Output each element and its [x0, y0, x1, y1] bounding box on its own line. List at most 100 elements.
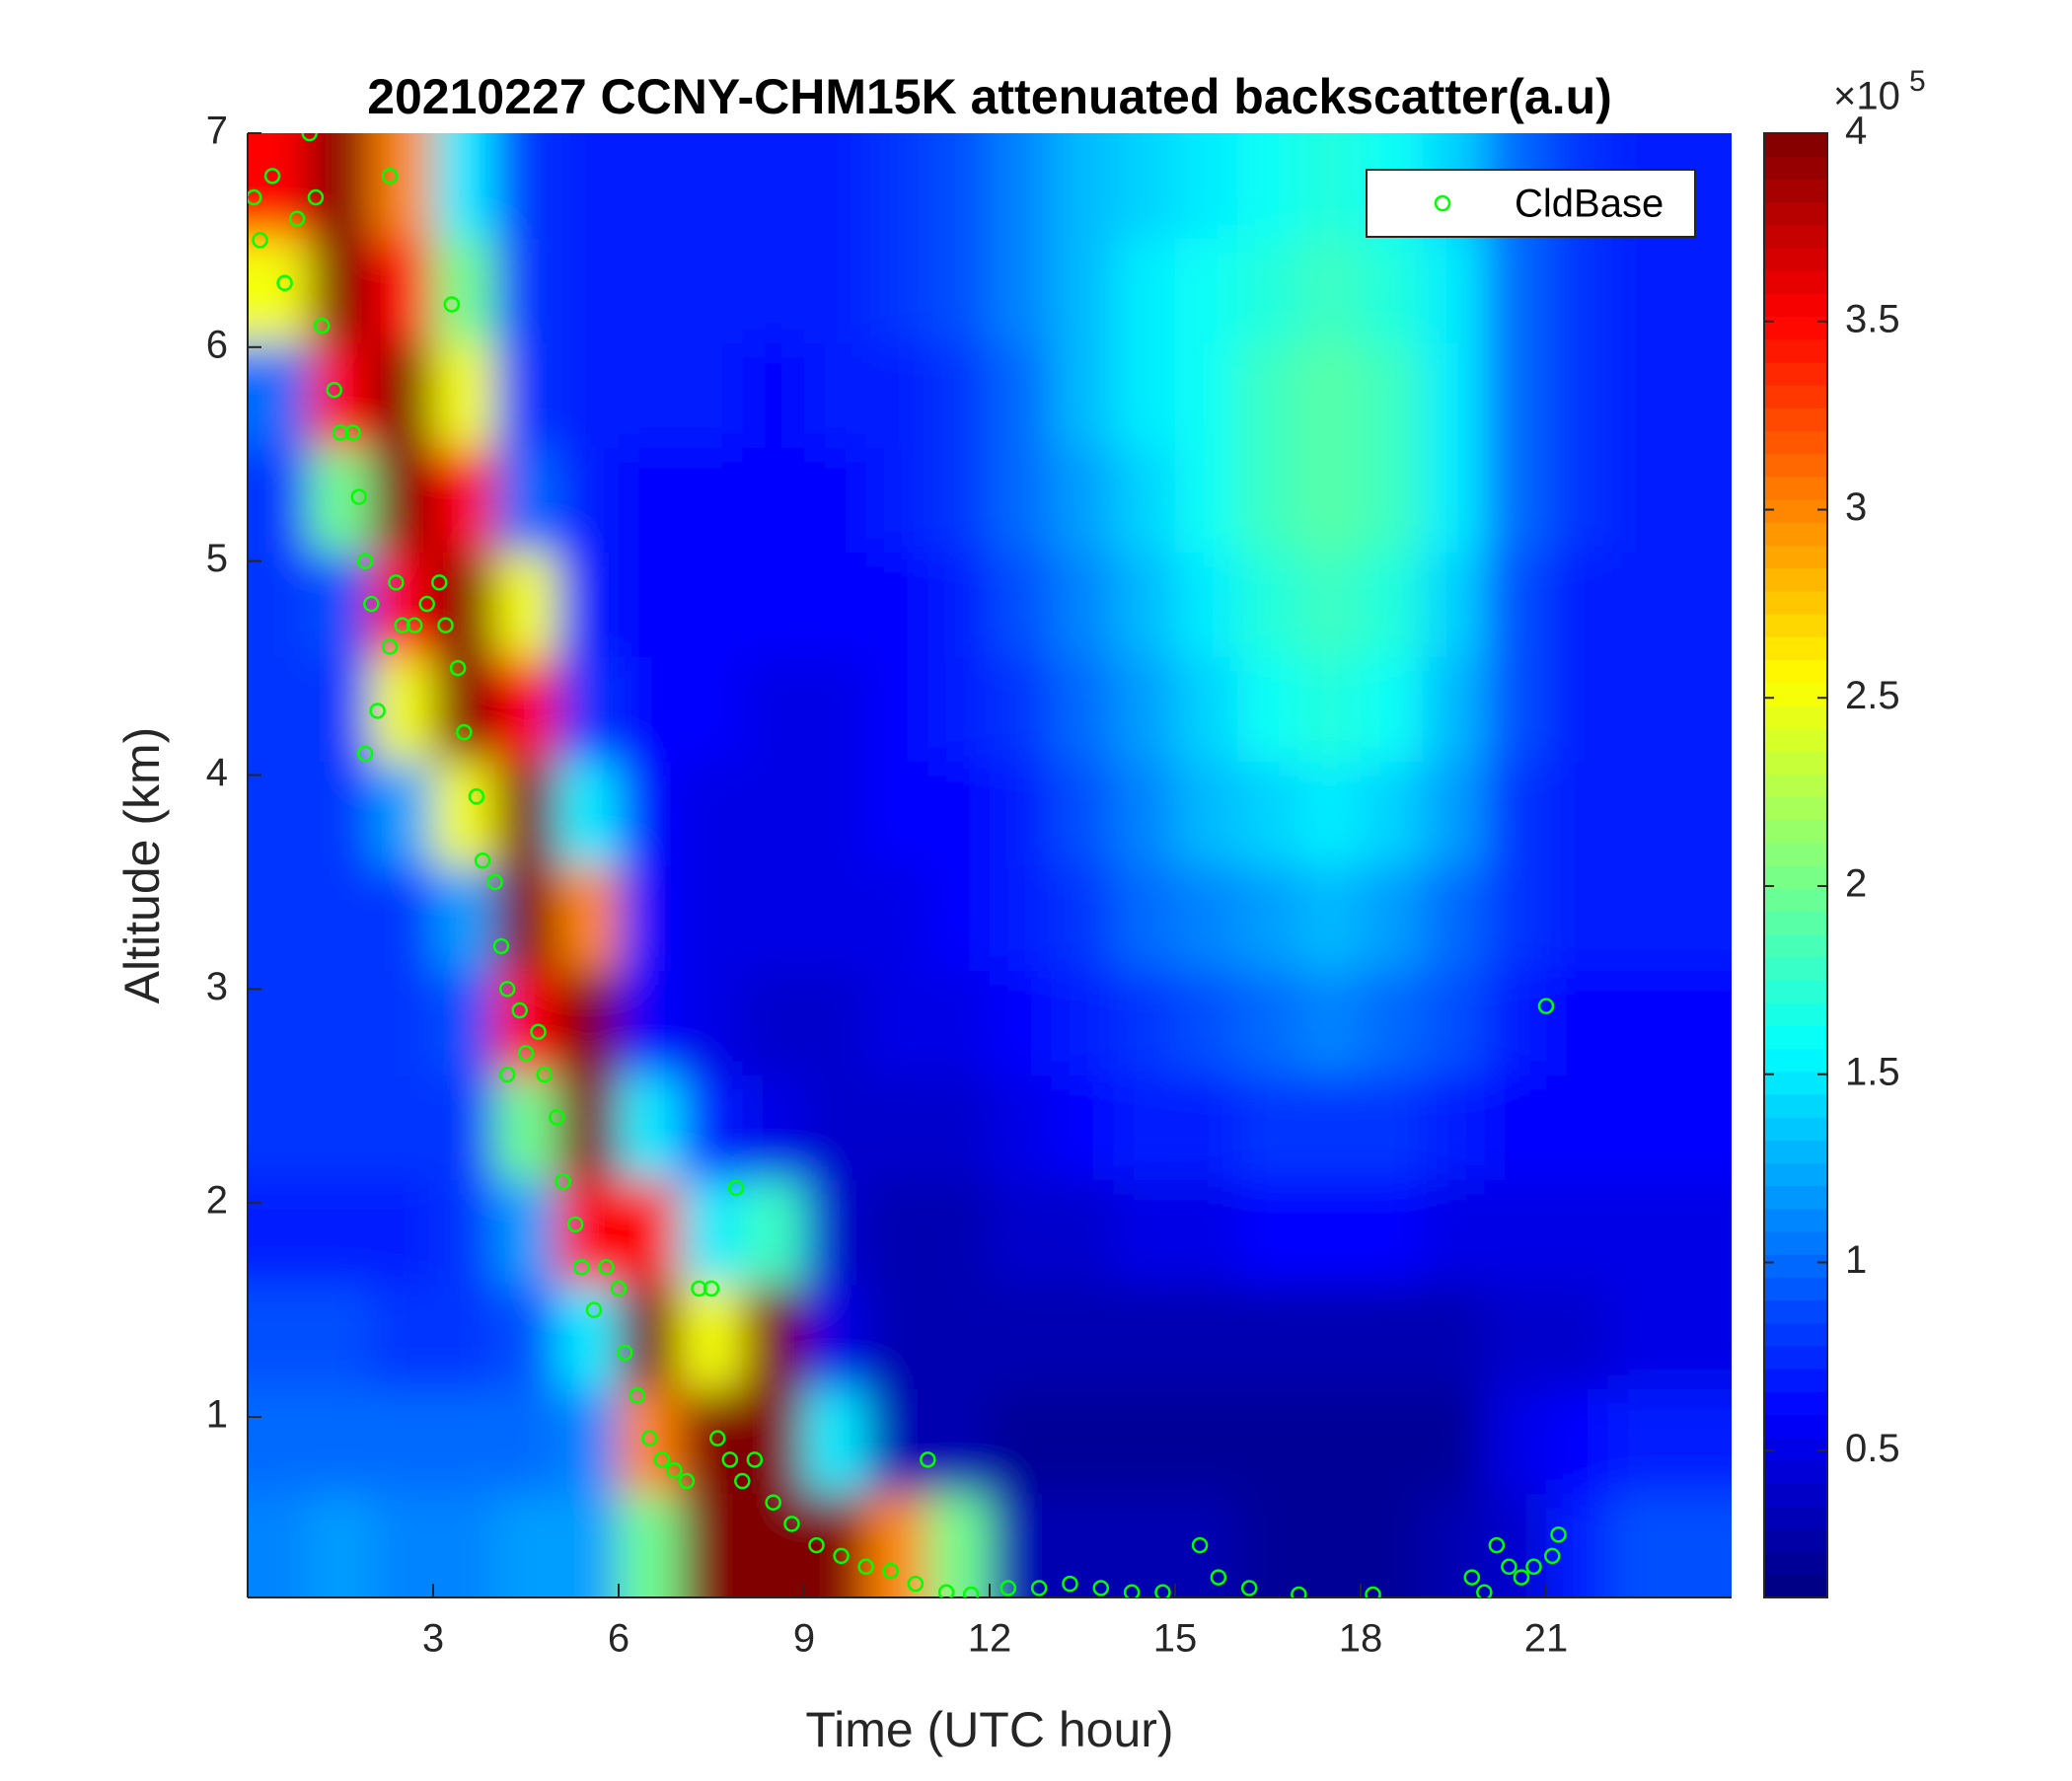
heatmap-cell: [1298, 552, 1362, 657]
heatmap-cell: [1113, 1493, 1176, 1597]
cloud-base-point: [536, 1066, 554, 1083]
heatmap-cell: [433, 133, 496, 239]
heatmap-cell: [433, 238, 496, 343]
heatmap-cell: [1361, 970, 1424, 1076]
heatmap-cell: [309, 865, 373, 971]
heatmap-cell: [248, 238, 311, 343]
heatmap-cell: [1361, 1388, 1424, 1494]
heatmap-cell: [1175, 238, 1238, 343]
heatmap-cell: [1669, 865, 1732, 971]
colorbar-step: [1764, 1391, 1827, 1416]
heatmap-cell: [309, 656, 373, 762]
colorbar-step: [1764, 911, 1827, 935]
cloud-base-point: [703, 1280, 720, 1298]
heatmap-cell: [1113, 342, 1176, 448]
y-tick-label: 4: [206, 751, 228, 794]
x-tick-label: 9: [793, 1617, 815, 1661]
cloud-base-point: [356, 745, 374, 763]
heatmap-cell: [556, 865, 620, 971]
heatmap-cell: [1298, 1075, 1362, 1180]
colorbar-step: [1764, 1231, 1827, 1255]
heatmap-cell: [865, 1075, 929, 1180]
heatmap-cell: [371, 1284, 434, 1389]
heatmap-cell: [1484, 970, 1547, 1076]
heatmap-cell: [1669, 342, 1732, 448]
colorbar-step: [1764, 796, 1827, 821]
cloud-base-point: [344, 424, 361, 441]
heatmap-cell: [1113, 1284, 1176, 1389]
heatmap-cell: [1236, 865, 1300, 971]
heatmap-cell: [1175, 133, 1238, 239]
heatmap-cell: [619, 1284, 682, 1389]
heatmap-cell: [680, 133, 744, 239]
heatmap-cell: [309, 447, 373, 553]
colorbar-step: [1764, 1574, 1827, 1598]
heatmap-cell: [1669, 1493, 1732, 1597]
heatmap-cell: [619, 761, 682, 866]
colorbar-step: [1764, 1185, 1827, 1210]
heatmap-cell: [494, 865, 558, 971]
heatmap-cell: [804, 865, 867, 971]
heatmap-cell: [1546, 761, 1609, 866]
cloud-base-point: [585, 1301, 603, 1318]
heatmap-cell: [865, 447, 929, 553]
cloud-base-point: [1550, 1526, 1567, 1543]
heatmap-cell: [1175, 1388, 1238, 1494]
heatmap-cell: [680, 1284, 744, 1389]
heatmap-cell: [1051, 1284, 1115, 1389]
colorbar-step: [1764, 270, 1827, 294]
cloud-base-point: [641, 1430, 658, 1447]
heatmap-cell: [1669, 761, 1732, 866]
heatmap-cell: [1051, 970, 1115, 1076]
cloud-base-point: [381, 638, 399, 655]
heatmap-cell: [1175, 447, 1238, 553]
cloud-base-point: [248, 188, 262, 206]
heatmap-cell: [619, 1075, 682, 1180]
cloud-base-point: [1154, 1584, 1171, 1597]
heatmap-cell: [1546, 552, 1609, 657]
colorbar-step: [1764, 1528, 1827, 1553]
heatmap-cell: [371, 656, 434, 762]
cloud-base-point: [381, 168, 399, 185]
heatmap-cell: [742, 238, 805, 343]
heatmap-cell: [1546, 1493, 1609, 1597]
colorbar-tick-label: 2: [1845, 862, 1867, 906]
heatmap-cell: [371, 552, 434, 657]
heatmap-cell: [804, 238, 867, 343]
heatmap-cell: [680, 656, 744, 762]
heatmap-cell: [742, 656, 805, 762]
heatmap-cell: [680, 552, 744, 657]
heatmap-cell: [990, 133, 1053, 239]
heatmap-cell: [248, 1388, 311, 1494]
heatmap-cell: [494, 656, 558, 762]
heatmap-cell: [1546, 656, 1609, 762]
heatmap-cell: [1546, 1075, 1609, 1180]
y-tick-label: 5: [206, 537, 228, 580]
heatmap-cell: [494, 342, 558, 448]
heatmap-cell: [1607, 342, 1671, 448]
heatmap-cell: [680, 761, 744, 866]
heatmap-cell: [248, 1075, 311, 1180]
cloud-base-point: [610, 1280, 628, 1298]
cloud-base-point: [449, 659, 467, 677]
heatmap-cell: [1669, 970, 1732, 1076]
cloud-base-point: [721, 1451, 739, 1468]
heatmap-cell: [433, 447, 496, 553]
heatmap-cell: [556, 238, 620, 343]
heatmap-cell: [248, 761, 311, 866]
colorbar-step: [1764, 1414, 1827, 1439]
y-tick-label: 7: [206, 110, 228, 153]
heatmap-cell: [1113, 656, 1176, 762]
y-axis-label: Altitude (km): [114, 727, 170, 1004]
cloud-base-point: [783, 1516, 800, 1532]
colorbar-tick-label: 3: [1845, 485, 1867, 529]
cloud-base-point: [678, 1472, 696, 1490]
heatmap-cell: [1236, 133, 1300, 239]
heatmap-cell: [619, 447, 682, 553]
cloud-base-point: [313, 317, 331, 334]
x-tick-label: 3: [422, 1617, 444, 1661]
cloud-base-point: [511, 1002, 528, 1019]
heatmap-cell: [494, 238, 558, 343]
heatmap-cell: [804, 1179, 867, 1285]
heatmap-cell: [556, 1075, 620, 1180]
